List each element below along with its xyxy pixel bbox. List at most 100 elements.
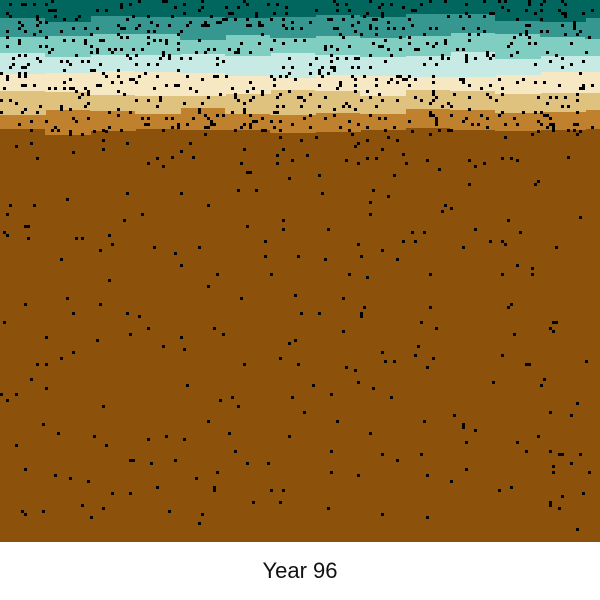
speck bbox=[15, 145, 18, 148]
speck bbox=[207, 48, 210, 51]
speck bbox=[372, 18, 375, 21]
speck bbox=[330, 471, 333, 474]
speck bbox=[0, 99, 3, 102]
speck bbox=[198, 108, 201, 111]
speck bbox=[126, 54, 129, 57]
speck bbox=[471, 123, 474, 126]
speck bbox=[72, 151, 75, 154]
speck bbox=[285, 12, 288, 15]
speck bbox=[177, 69, 180, 72]
speck bbox=[243, 102, 246, 105]
speck bbox=[6, 36, 9, 39]
speck bbox=[372, 42, 375, 45]
speck bbox=[531, 133, 534, 136]
speck bbox=[81, 93, 84, 96]
speck bbox=[153, 246, 156, 249]
speck bbox=[432, 81, 435, 84]
speck bbox=[330, 450, 333, 453]
speck bbox=[135, 54, 138, 57]
speck bbox=[282, 42, 285, 45]
speck bbox=[420, 3, 423, 6]
speck bbox=[360, 33, 363, 36]
speck bbox=[57, 432, 60, 435]
speck bbox=[483, 162, 486, 165]
speck bbox=[324, 258, 327, 261]
speck bbox=[84, 42, 87, 45]
speck bbox=[216, 471, 219, 474]
speck bbox=[501, 240, 504, 243]
speck bbox=[30, 378, 33, 381]
speck bbox=[381, 3, 384, 6]
speck bbox=[525, 24, 528, 27]
speck bbox=[363, 75, 366, 78]
speck bbox=[294, 339, 297, 342]
speck bbox=[447, 15, 450, 18]
speck bbox=[414, 48, 417, 51]
speck bbox=[450, 105, 453, 108]
speck bbox=[24, 72, 27, 75]
speck bbox=[6, 399, 9, 402]
speck bbox=[381, 148, 384, 151]
speck bbox=[198, 39, 201, 42]
speck bbox=[150, 21, 153, 24]
speck bbox=[132, 15, 135, 18]
speck bbox=[6, 30, 9, 33]
speck bbox=[522, 78, 525, 81]
speck bbox=[561, 105, 564, 108]
speck bbox=[291, 27, 294, 30]
speck bbox=[198, 111, 201, 114]
speck bbox=[579, 72, 582, 75]
speck bbox=[93, 69, 96, 72]
speck bbox=[309, 114, 312, 117]
speck bbox=[255, 189, 258, 192]
speck bbox=[69, 108, 72, 111]
speck bbox=[384, 60, 387, 63]
speck bbox=[507, 306, 510, 309]
speck bbox=[465, 57, 468, 60]
speck bbox=[72, 87, 75, 90]
speck bbox=[369, 432, 372, 435]
speck bbox=[432, 357, 435, 360]
speck bbox=[204, 133, 207, 136]
speck bbox=[102, 129, 105, 132]
band-deep-teal-segment bbox=[135, 0, 181, 17]
speck bbox=[51, 129, 54, 132]
speck bbox=[465, 441, 468, 444]
speck bbox=[414, 240, 417, 243]
speck bbox=[354, 57, 357, 60]
speck bbox=[228, 12, 231, 15]
speck bbox=[270, 120, 273, 123]
speck bbox=[135, 99, 138, 102]
speck bbox=[135, 63, 138, 66]
speck bbox=[81, 60, 84, 63]
speck bbox=[168, 24, 171, 27]
speck bbox=[486, 117, 489, 120]
speck bbox=[186, 24, 189, 27]
speck bbox=[366, 157, 369, 160]
speck bbox=[288, 435, 291, 438]
speck bbox=[390, 396, 393, 399]
speck bbox=[207, 96, 210, 99]
speck bbox=[108, 126, 111, 129]
speck bbox=[429, 102, 432, 105]
speck bbox=[330, 45, 333, 48]
speck bbox=[60, 30, 63, 33]
speck bbox=[294, 294, 297, 297]
speck bbox=[33, 33, 36, 36]
speck bbox=[552, 129, 555, 132]
speck bbox=[441, 54, 444, 57]
speck bbox=[516, 159, 519, 162]
speck bbox=[393, 27, 396, 30]
speck bbox=[432, 99, 435, 102]
speck bbox=[24, 225, 27, 228]
speck bbox=[369, 54, 372, 57]
speck bbox=[18, 42, 21, 45]
speck bbox=[546, 102, 549, 105]
speck bbox=[159, 57, 162, 60]
speck bbox=[354, 145, 357, 148]
speck bbox=[129, 333, 132, 336]
speck bbox=[549, 450, 552, 453]
speck bbox=[93, 130, 96, 133]
speck bbox=[48, 87, 51, 90]
speck bbox=[285, 27, 288, 30]
